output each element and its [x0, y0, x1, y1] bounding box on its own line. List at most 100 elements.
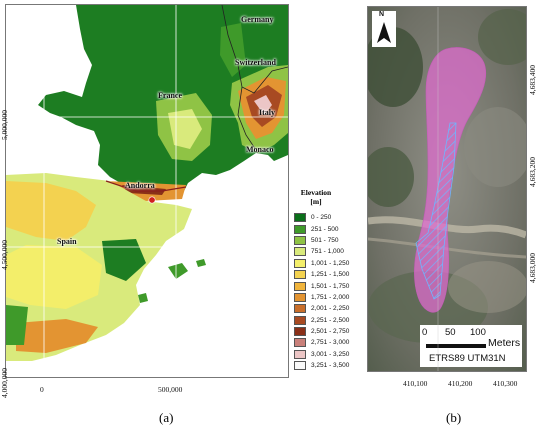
legend-swatch	[294, 258, 306, 268]
andorra-marker	[148, 196, 156, 204]
legend-label: 1,751 - 2,000	[311, 293, 350, 301]
legend-label: 251 - 500	[311, 225, 339, 233]
legend-label: 2,001 - 2,250	[311, 305, 350, 313]
x-tick-500000: 500,000	[158, 385, 183, 394]
massif-central-peak	[168, 109, 202, 149]
north-label: N	[379, 11, 385, 18]
legend-item: 1,001 - 1,250	[294, 258, 358, 269]
legend-swatch	[294, 361, 306, 371]
meseta-north	[6, 181, 96, 241]
b-y-tick-4683400: 4,683,400	[528, 65, 537, 95]
scale-unit: Meters	[488, 337, 521, 349]
caption-b: (b)	[446, 410, 462, 425]
legend-item: 2,001 - 2,250	[294, 303, 358, 314]
aerial-map-graphic	[368, 7, 526, 371]
road	[368, 216, 526, 239]
legend-item: 3,001 - 3,250	[294, 349, 358, 360]
legend-swatch	[294, 224, 306, 234]
legend-swatch	[294, 292, 306, 302]
alps-peak	[254, 95, 272, 115]
scale-tick-50: 50	[445, 327, 456, 338]
legend-swatch	[294, 270, 306, 280]
legend-swatch	[294, 213, 306, 223]
forest-patch	[368, 147, 414, 207]
legend-title-line1: Elevation	[300, 188, 332, 197]
legend-title-line2: [m]	[310, 197, 322, 206]
b-x-tick-410300: 410,300	[493, 379, 518, 388]
b-x-tick-410200: 410,200	[448, 379, 473, 388]
legend-label: 751 - 1,000	[311, 248, 344, 256]
elevation-legend: Elevation [m] 0 - 250 251 - 500 501 - 750 7…	[294, 188, 358, 371]
legend-swatch	[294, 281, 306, 291]
legend-item: 1,501 - 1,750	[294, 280, 358, 291]
legend-label: 3,251 - 3,500	[311, 362, 350, 370]
scale-bar	[426, 344, 486, 348]
legend-item: 1,751 - 2,000	[294, 292, 358, 303]
legend-swatch	[294, 327, 306, 337]
scale-tick-100: 100	[470, 327, 486, 338]
legend-swatch	[294, 315, 306, 325]
legend-item: 501 - 750	[294, 235, 358, 246]
menorca	[196, 259, 206, 267]
y-tick-4500000: 4,500,000	[0, 240, 9, 270]
north-arrow-icon	[377, 22, 391, 43]
label-germany: Germany	[241, 15, 274, 24]
scale-tick-0: 0	[422, 327, 428, 338]
legend-label: 2,751 - 3,000	[311, 339, 350, 347]
x-tick-0: 0	[40, 385, 44, 394]
legend-item: 751 - 1,000	[294, 246, 358, 257]
legend-item: 251 - 500	[294, 223, 358, 234]
sierra-nevada	[16, 319, 98, 353]
legend-swatch	[294, 304, 306, 314]
forest-patch	[478, 9, 526, 65]
border-france-italy	[237, 86, 259, 154]
legend-label: 1,251 - 1,500	[311, 271, 350, 279]
legend-title: Elevation [m]	[294, 188, 338, 206]
legend-label: 3,001 - 3,250	[311, 350, 350, 358]
b-y-tick-4683200: 4,683,200	[528, 157, 537, 187]
legend-label: 1,501 - 1,750	[311, 282, 350, 290]
hatched-zone	[415, 122, 457, 300]
legend-label: 1,001 - 1,250	[311, 259, 350, 267]
crs-label: ETRS89 UTM31N	[429, 353, 506, 364]
legend-label: 0 - 250	[311, 214, 332, 222]
ibiza	[138, 293, 148, 303]
label-france: France	[158, 91, 182, 100]
label-italy: Italy	[259, 108, 275, 117]
border-france-spain	[105, 180, 187, 192]
rock-patch	[464, 107, 526, 187]
label-monaco: Monaco	[246, 145, 274, 154]
y-tick-4000000: 4,000,000	[0, 368, 9, 398]
legend-item: 2,251 - 2,500	[294, 315, 358, 326]
legend-item: 2,501 - 2,750	[294, 326, 358, 337]
label-andorra: Andorra	[125, 181, 155, 190]
y-tick-5000000: 5,000,000	[0, 110, 9, 140]
legend-items: 0 - 250 251 - 500 501 - 750 751 - 1,000 1,00…	[294, 212, 358, 371]
elevation-map-graphic	[6, 5, 288, 377]
portugal-lowland	[6, 305, 28, 345]
forest-patch	[368, 27, 423, 107]
legend-label: 2,251 - 2,500	[311, 316, 350, 324]
legend-swatch	[294, 338, 306, 348]
legend-item: 1,251 - 1,500	[294, 269, 358, 280]
b-x-tick-410100: 410,100	[403, 379, 428, 388]
elevation-map	[5, 4, 289, 378]
aerial-map	[367, 6, 527, 372]
legend-swatch	[294, 235, 306, 245]
legend-swatch	[294, 247, 306, 257]
legend-item: 2,751 - 3,000	[294, 337, 358, 348]
legend-item: 0 - 250	[294, 212, 358, 223]
mallorca	[168, 263, 188, 279]
rock-patch	[448, 261, 526, 313]
caption-a: (a)	[159, 410, 174, 425]
legend-item: 3,251 - 3,500	[294, 360, 358, 371]
b-y-tick-4683000: 4,683,000	[528, 253, 537, 283]
label-switzerland: Switzerland	[235, 58, 276, 67]
legend-swatch	[294, 349, 306, 359]
legend-label: 501 - 750	[311, 236, 339, 244]
meseta-south	[6, 245, 102, 309]
legend-label: 2,501 - 2,750	[311, 328, 350, 336]
ebro-valley	[102, 239, 146, 281]
pyrenees-high	[122, 185, 166, 195]
label-spain: Spain	[57, 237, 77, 246]
